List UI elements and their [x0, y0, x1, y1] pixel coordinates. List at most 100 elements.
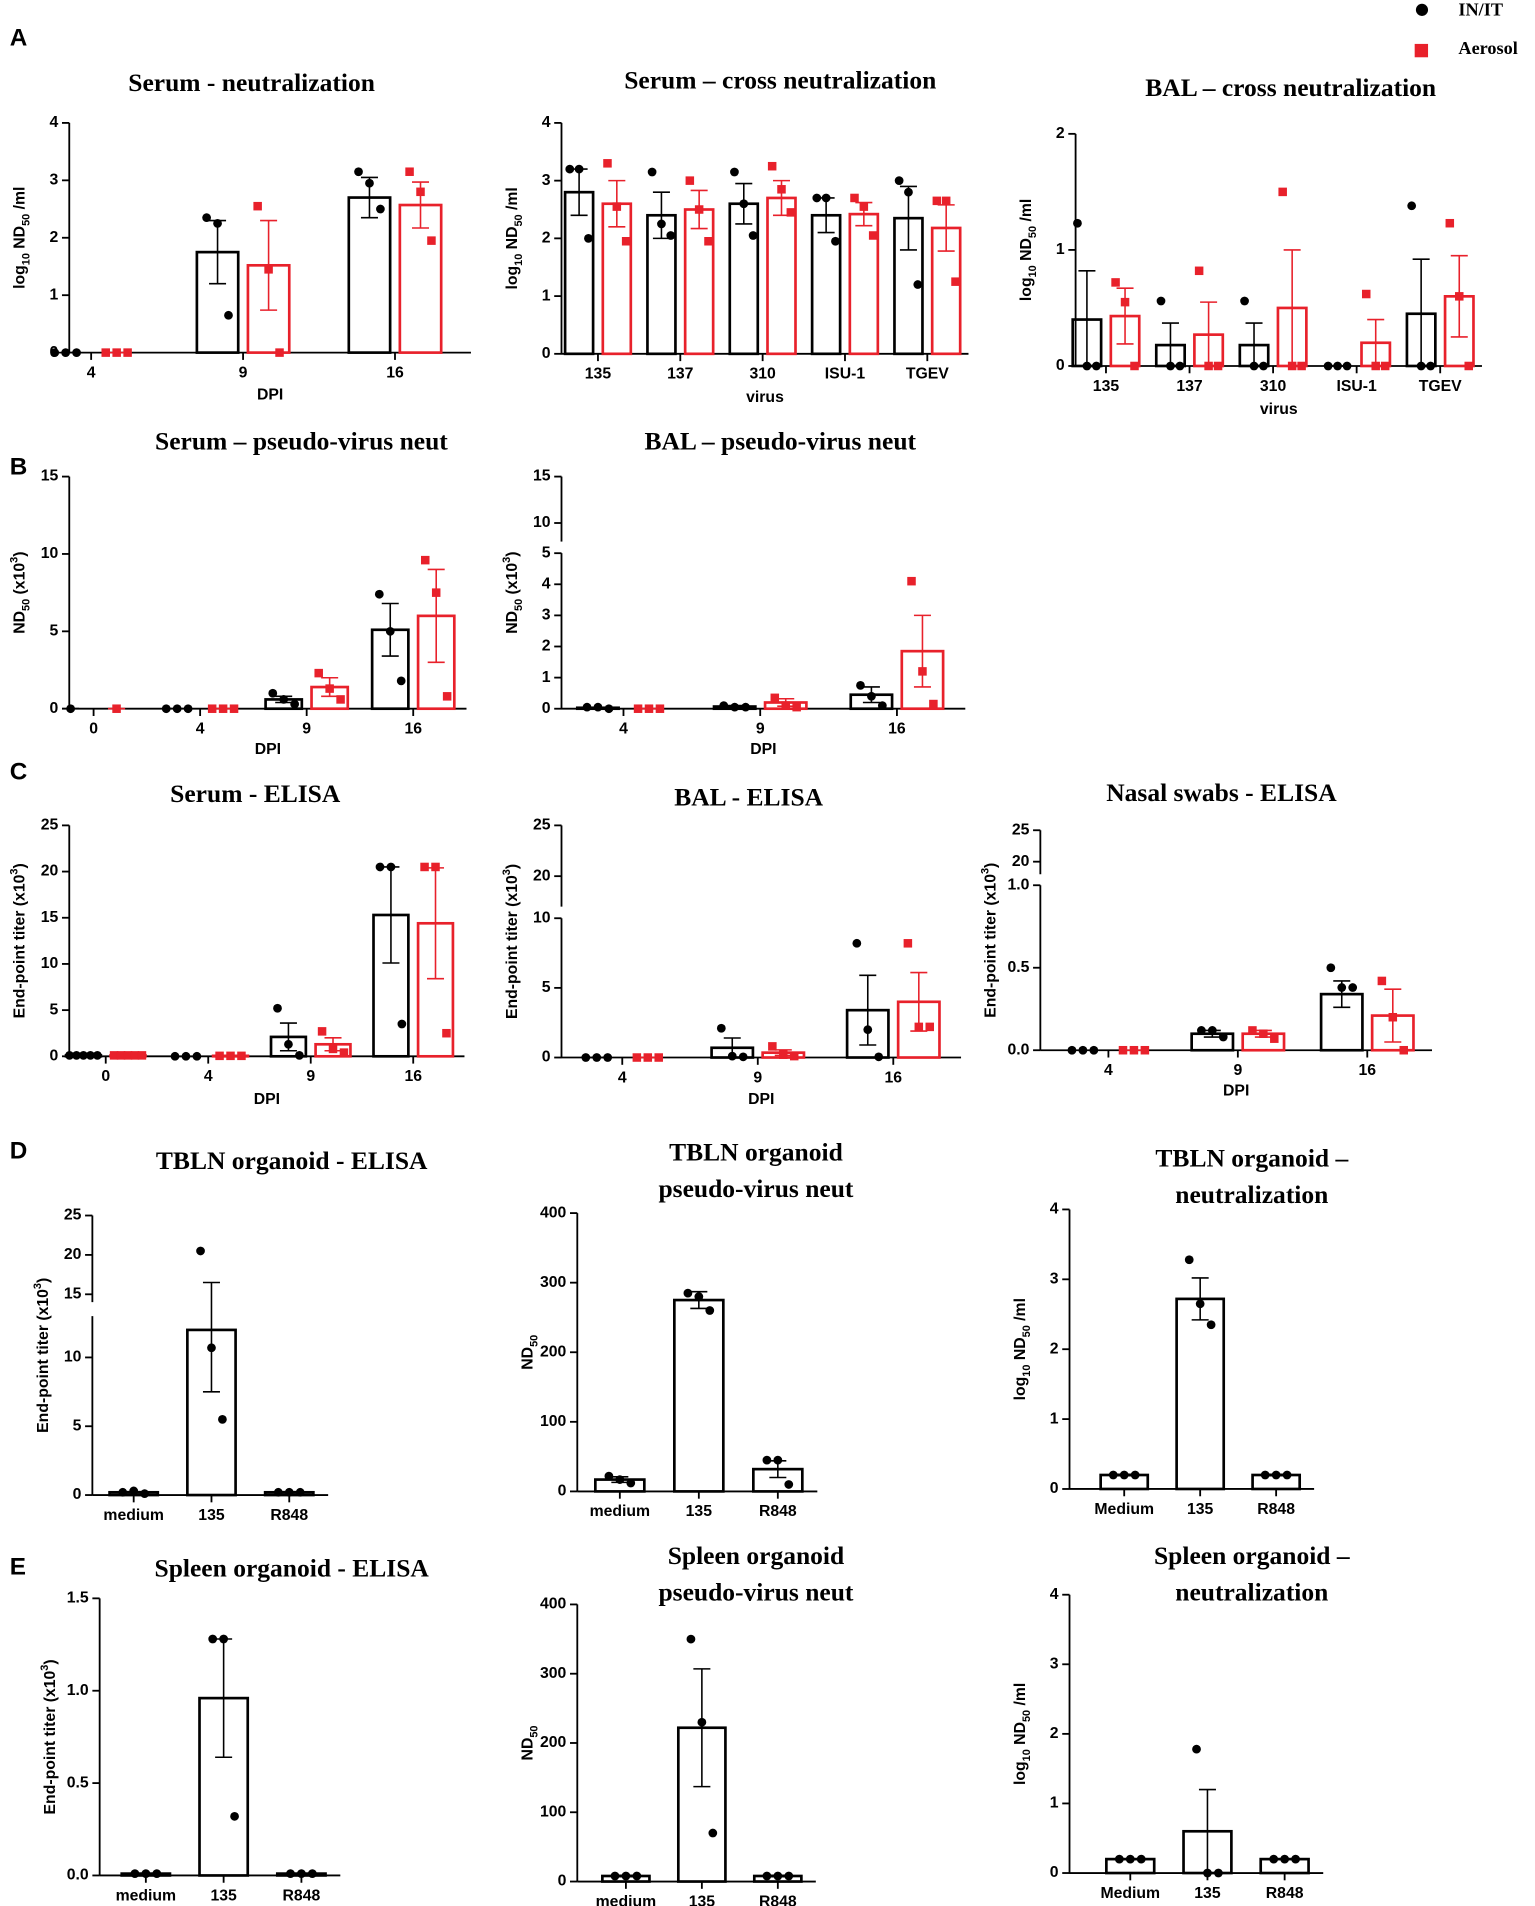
data-point — [101, 348, 110, 357]
data-point — [584, 233, 593, 243]
x-tick-label: medium — [596, 1893, 657, 1906]
data-point — [130, 1869, 140, 1878]
data-point — [929, 699, 938, 709]
data-point — [317, 1027, 327, 1036]
x-tick-label: 16 — [885, 1069, 903, 1086]
data-point — [1326, 963, 1336, 973]
y-tick-label: 5 — [73, 1417, 82, 1434]
data-point — [694, 1292, 704, 1301]
data-point — [1377, 976, 1387, 986]
data-point — [705, 1306, 715, 1315]
data-point — [286, 1869, 295, 1878]
data-point — [831, 236, 840, 246]
data-point — [685, 176, 695, 185]
data-point — [86, 1051, 95, 1060]
y-axis-label-part: 50 — [529, 1335, 541, 1347]
data-point — [1130, 361, 1139, 371]
data-point — [1464, 361, 1473, 371]
x-tick-label: 16 — [404, 1068, 422, 1085]
y-axis-label-part: 3 — [501, 869, 513, 875]
data-point — [704, 237, 713, 246]
data-point — [913, 280, 923, 289]
data-point — [784, 1871, 794, 1881]
chart-title: Serum - neutralization — [128, 68, 375, 97]
panel-label: E — [10, 1553, 26, 1580]
x-tick-label: R848 — [1266, 1885, 1304, 1902]
data-point — [336, 695, 345, 704]
data-point — [420, 862, 429, 872]
data-point — [877, 701, 887, 710]
x-tick-label: 4 — [196, 721, 205, 738]
data-point — [295, 1051, 304, 1060]
data-point — [581, 1053, 591, 1062]
data-point — [202, 213, 211, 223]
data-point — [812, 193, 822, 203]
data-point — [237, 1051, 246, 1061]
data-point — [431, 588, 441, 597]
chart-title: BAL - ELISA — [674, 783, 823, 812]
x-tick-label: 135 — [1093, 378, 1120, 395]
x-tick-label: 4 — [1104, 1062, 1113, 1079]
x-tick-label: R848 — [283, 1887, 321, 1904]
data-point — [295, 1487, 305, 1497]
data-point — [112, 348, 121, 357]
y-tick-label: 2 — [1050, 1340, 1059, 1357]
data-point — [386, 862, 396, 872]
data-point — [118, 1487, 128, 1497]
data-point — [1207, 1026, 1217, 1035]
data-point — [172, 704, 182, 714]
y-axis-label-part: 50 — [21, 599, 33, 611]
y-tick-label: 25 — [64, 1207, 82, 1224]
data-point — [773, 1871, 783, 1881]
y-axis-label-part: End-point titer (x10 — [42, 1670, 59, 1814]
data-point — [230, 1811, 239, 1821]
bar — [766, 196, 797, 356]
chart-title: BAL – pseudo-virus neut — [644, 427, 916, 456]
data-point — [354, 167, 363, 177]
data-point — [218, 704, 228, 713]
data-point — [284, 1039, 293, 1049]
data-point — [1140, 1045, 1150, 1055]
data-point — [116, 1051, 126, 1060]
data-point — [1067, 1045, 1077, 1055]
data-point — [1194, 266, 1204, 276]
data-point — [365, 178, 374, 188]
y-tick-label: 5 — [50, 623, 59, 640]
y-axis-label-part: /ml — [1018, 199, 1035, 226]
y-tick-label: 4 — [50, 114, 59, 131]
y-tick-label: 0.0 — [67, 1867, 89, 1884]
data-point — [215, 1051, 224, 1061]
y-tick-label: 15 — [41, 468, 59, 485]
y-tick-label: 1 — [542, 287, 551, 304]
data-point — [1270, 1034, 1279, 1043]
error-bar — [1116, 287, 1134, 345]
y-tick-label: 1 — [1050, 1795, 1059, 1812]
y-tick-label: 2 — [542, 230, 551, 247]
data-point — [1269, 1854, 1279, 1864]
data-point — [181, 1051, 191, 1061]
y-axis-label-part: /ml — [12, 187, 29, 214]
data-point — [290, 699, 300, 709]
data-point — [1197, 1026, 1206, 1035]
data-point — [141, 1869, 151, 1878]
data-point — [1259, 361, 1268, 371]
y-tick-label: 10 — [64, 1349, 82, 1366]
chart-title: Serum - ELISA — [170, 779, 341, 808]
x-tick-label: 9 — [753, 1069, 762, 1086]
data-point — [137, 1051, 147, 1060]
y-axis-label-part: 50 — [1021, 1325, 1033, 1337]
y-axis-label-part: End-point titer (x10 — [983, 874, 1000, 1018]
legend-label: Aerosol — [1458, 38, 1517, 58]
data-point — [1092, 361, 1101, 371]
data-point — [442, 692, 452, 701]
y-axis-label-part: ) — [12, 552, 29, 557]
y-axis-label-part: 3 — [32, 1283, 44, 1289]
data-point — [633, 704, 643, 713]
y-tick-label: 1 — [1056, 241, 1065, 258]
data-point — [644, 704, 654, 713]
panel-label: B — [10, 453, 28, 480]
y-tick-label: 200 — [540, 1343, 567, 1360]
data-point — [632, 1871, 642, 1881]
data-point — [604, 1471, 614, 1481]
data-point — [694, 205, 704, 214]
